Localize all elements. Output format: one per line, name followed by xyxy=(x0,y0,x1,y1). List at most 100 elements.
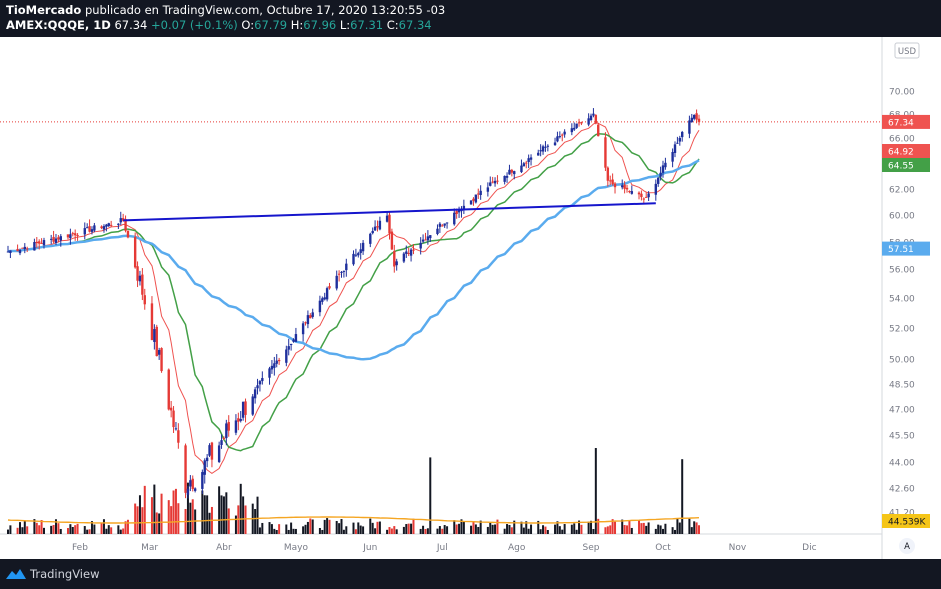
volume-bar xyxy=(438,526,441,534)
volume-bar xyxy=(436,528,439,534)
volume-bar xyxy=(520,521,523,534)
volume-bar xyxy=(345,526,348,534)
candle-body xyxy=(177,430,180,443)
candle-body xyxy=(496,180,499,182)
candle-body xyxy=(172,410,175,428)
candle-body xyxy=(445,222,449,224)
auto-scale-button[interactable] xyxy=(899,538,915,554)
candle-body xyxy=(35,241,38,244)
volume-bar xyxy=(594,448,597,534)
price-label-box xyxy=(882,144,930,158)
price-tick-label: 48.50 xyxy=(889,381,915,391)
candle-body xyxy=(606,167,610,181)
volume-bar xyxy=(93,524,96,534)
axes: 70.0068.0066.0064.0062.0060.0058.0056.00… xyxy=(0,37,915,559)
volume-bar xyxy=(167,500,170,534)
volume-bars xyxy=(7,448,700,534)
currency-badge[interactable] xyxy=(894,42,920,59)
currency-label: USD xyxy=(898,47,917,57)
candle-body xyxy=(9,250,12,253)
candle-body xyxy=(33,242,36,251)
volume-bar xyxy=(486,526,489,534)
candle-body xyxy=(609,180,612,182)
candle-body xyxy=(285,349,288,363)
volume-bar xyxy=(359,525,362,534)
price-label-box xyxy=(882,114,930,129)
candle-body xyxy=(309,315,312,319)
candle-body xyxy=(369,233,372,244)
chart-ui: USD A xyxy=(894,42,920,554)
close-value: 67.34 xyxy=(398,18,432,32)
symbol-name[interactable]: AMEX:QQQE, 1D xyxy=(6,18,111,32)
volume-bar xyxy=(395,529,398,534)
candle-body xyxy=(193,488,197,491)
volume-bar xyxy=(134,503,137,534)
candle-body xyxy=(203,460,206,475)
candle-body xyxy=(90,229,94,232)
candle-body xyxy=(378,220,382,230)
candle-body xyxy=(133,236,137,268)
volume-bar xyxy=(261,522,264,534)
volume-bar xyxy=(342,529,345,534)
candle-body xyxy=(373,226,377,231)
candle-body xyxy=(371,230,374,234)
volume-bar xyxy=(304,524,307,534)
volume-bar xyxy=(42,527,45,534)
last-price: 67.34 xyxy=(114,18,148,32)
open-label: O: xyxy=(241,18,255,32)
candle-body xyxy=(561,134,564,136)
volume-bar xyxy=(143,485,146,534)
price-change: +0.07 (+0.1%) xyxy=(151,18,238,32)
candle-body xyxy=(153,329,156,342)
volume-bar xyxy=(119,529,122,534)
candle-body xyxy=(239,419,242,421)
candle-body xyxy=(337,273,341,275)
author-name[interactable]: TioMercado xyxy=(6,3,82,17)
candle-body xyxy=(292,339,295,342)
tradingview-logo[interactable]: TradingView xyxy=(6,567,99,581)
candles xyxy=(6,108,701,499)
candle-body xyxy=(587,118,590,125)
volume-bar xyxy=(441,528,444,534)
volume-bar xyxy=(513,520,516,534)
candle-body xyxy=(143,295,146,305)
candle-body xyxy=(436,228,439,235)
chart-area[interactable]: 70.0068.0066.0064.0062.0060.0058.0056.00… xyxy=(0,37,941,559)
volume-bar xyxy=(23,521,26,534)
candle-body xyxy=(174,428,178,430)
volume-bar xyxy=(446,526,449,534)
candle-body xyxy=(580,122,583,124)
candle-body xyxy=(419,242,422,249)
volume-bar xyxy=(378,521,381,534)
candle-body xyxy=(505,175,509,178)
volume-bar xyxy=(573,523,576,534)
volume-bar xyxy=(158,513,161,534)
candle-body xyxy=(438,223,442,227)
candle-body xyxy=(342,270,346,272)
volume-bar xyxy=(472,521,475,534)
volume-bar xyxy=(138,495,141,534)
volume-bar xyxy=(7,529,9,534)
candle-body xyxy=(443,223,446,226)
volume-bar xyxy=(674,529,677,534)
price-chart[interactable]: 70.0068.0066.0064.0062.0060.0058.0056.00… xyxy=(0,37,941,559)
volume-bar xyxy=(57,523,60,534)
candle-body xyxy=(597,124,600,137)
candle-body xyxy=(205,457,209,462)
volume-bar xyxy=(155,512,158,534)
price-label-box xyxy=(882,158,930,172)
volume-bar xyxy=(172,490,175,534)
candle-body xyxy=(167,369,170,410)
volume-bar xyxy=(141,507,144,534)
volume-bar xyxy=(563,524,566,534)
price-tick-label: 70.00 xyxy=(889,88,915,98)
volume-bar xyxy=(402,526,405,534)
candle-body xyxy=(357,253,360,256)
candle-body xyxy=(661,165,665,173)
low-value: 67.31 xyxy=(350,18,384,32)
volume-bar xyxy=(614,521,617,534)
candle-body xyxy=(93,225,96,231)
candle-body xyxy=(225,423,228,439)
candle-body xyxy=(525,162,528,164)
price-tick-label: 42.60 xyxy=(889,485,915,495)
